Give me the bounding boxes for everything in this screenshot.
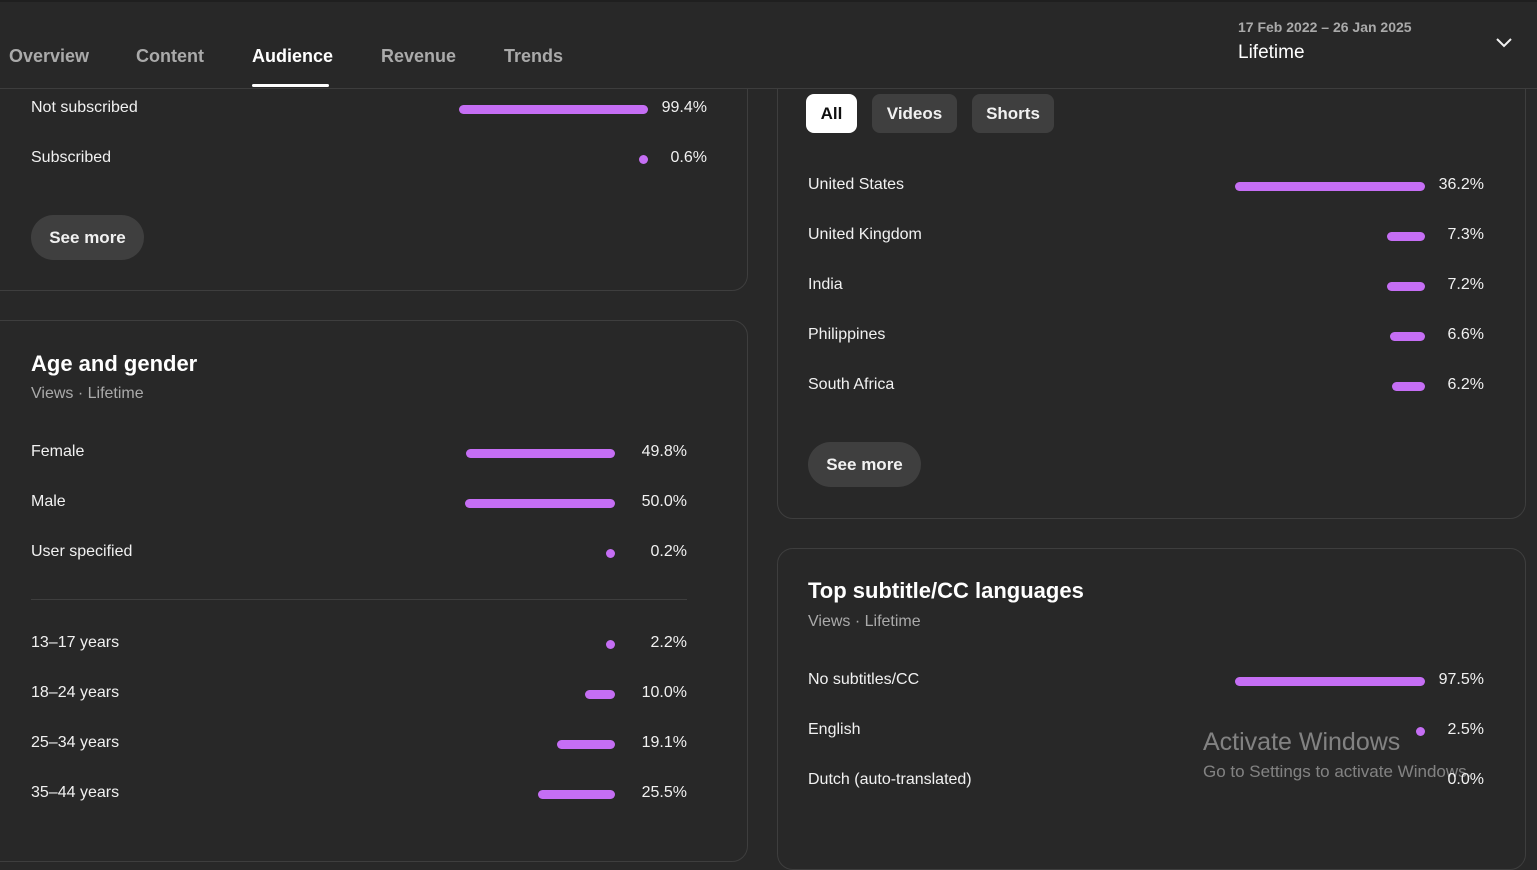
see-more-button[interactable]: See more — [808, 442, 921, 487]
tab-overview[interactable]: Overview — [9, 46, 90, 66]
percentage-bar — [1235, 182, 1425, 191]
row-label: Dutch (auto-translated) — [808, 771, 972, 788]
row-value: 7.3% — [1447, 226, 1484, 243]
bar-row: Subscribed 0.6% — [31, 149, 707, 171]
percentage-bar — [585, 690, 615, 699]
row-label: 35–44 years — [31, 784, 120, 801]
active-tab-indicator — [252, 84, 329, 87]
row-label: India — [808, 276, 843, 293]
bar-row: India 7.2% — [808, 276, 1484, 298]
bar-row: 35–44 years 25.5% — [31, 784, 687, 806]
row-value: 10.0% — [641, 684, 687, 701]
geography-card: All Videos Shorts United States 36.2% United… — [777, 20, 1526, 519]
top-nav: Overview Content Audience Revenue Trends… — [0, 0, 1537, 89]
row-label: 13–17 years — [31, 634, 120, 651]
row-label: South Africa — [808, 376, 895, 393]
row-label: 18–24 years — [31, 684, 120, 701]
top-edge — [0, 0, 1537, 2]
row-value: 0.6% — [670, 149, 707, 166]
row-label: Not subscribed — [31, 99, 138, 116]
card-subtitle: Views · Lifetime — [31, 385, 144, 402]
percentage-bar — [606, 640, 615, 649]
row-value: 2.5% — [1447, 721, 1484, 738]
bar-row: 18–24 years 10.0% — [31, 684, 687, 706]
tab-audience[interactable]: Audience — [252, 46, 334, 66]
percentage-bar — [538, 790, 615, 799]
bar-row: English 2.5% — [808, 721, 1484, 743]
percentage-bar — [639, 155, 648, 164]
activate-windows-subtext: Go to Settings to activate Windows. — [1203, 762, 1472, 781]
bar-row: Female 49.8% — [31, 443, 687, 465]
percentage-bar — [1387, 232, 1425, 241]
subtitles-card: Top subtitle/CC languages Views · Lifeti… — [777, 548, 1526, 870]
percentage-bar — [1390, 332, 1425, 341]
percentage-bar — [1387, 282, 1425, 291]
date-range-text[interactable]: 17 Feb 2022 – 26 Jan 2025 — [1238, 19, 1412, 35]
bar-row: South Africa 6.2% — [808, 376, 1484, 398]
row-label: United States — [808, 176, 905, 193]
row-label: 25–34 years — [31, 734, 120, 751]
row-value: 36.2% — [1438, 176, 1484, 193]
percentage-bar — [459, 105, 648, 114]
card-subtitle: Views · Lifetime — [808, 613, 921, 630]
chip-videos[interactable]: Videos — [872, 94, 957, 133]
row-label: Male — [31, 493, 66, 510]
row-value: 0.2% — [650, 543, 687, 560]
card-title: Age and gender — [31, 351, 198, 376]
divider — [31, 599, 687, 600]
chip-all[interactable]: All — [806, 94, 857, 133]
bar-row: Dutch (auto-translated) 0.0% — [808, 771, 1484, 793]
row-value: 19.1% — [641, 734, 687, 751]
row-label: English — [808, 721, 861, 738]
percentage-bar — [466, 449, 615, 458]
row-value: 6.2% — [1447, 376, 1484, 393]
bar-row: 25–34 years 19.1% — [31, 734, 687, 756]
percentage-bar — [1392, 382, 1425, 391]
bar-row: Philippines 6.6% — [808, 326, 1484, 348]
activate-windows-watermark: Activate Windows — [1203, 728, 1401, 756]
tab-revenue[interactable]: Revenue — [381, 46, 457, 66]
percentage-bar — [465, 499, 615, 508]
percentage-bar — [1416, 727, 1425, 736]
row-value: 2.2% — [650, 634, 687, 651]
row-value: 49.8% — [641, 443, 687, 460]
bar-row: United States 36.2% — [808, 176, 1484, 198]
row-value: 25.5% — [641, 784, 687, 801]
row-value: 7.2% — [1447, 276, 1484, 293]
row-value: 99.4% — [661, 99, 707, 116]
row-label: United Kingdom — [808, 226, 922, 243]
percentage-bar — [606, 549, 615, 558]
bar-row: No subtitles/CC 97.5% — [808, 671, 1484, 693]
row-value: 50.0% — [641, 493, 687, 510]
percentage-bar — [1235, 677, 1425, 686]
age-gender-card: Age and gender Views · Lifetime Female 49… — [0, 320, 748, 862]
row-label: User specified — [31, 543, 133, 560]
bar-row: 13–17 years 2.2% — [31, 634, 687, 656]
bar-row: United Kingdom 7.3% — [808, 226, 1484, 248]
row-label: Philippines — [808, 326, 886, 343]
see-more-button[interactable]: See more — [31, 215, 144, 260]
row-value: 0.0% — [1447, 771, 1484, 788]
row-value: 6.6% — [1447, 326, 1484, 343]
row-label: Subscribed — [31, 149, 112, 166]
chip-shorts[interactable]: Shorts — [972, 94, 1054, 133]
row-label: Female — [31, 443, 85, 460]
chevron-down-icon[interactable] — [1493, 34, 1515, 52]
row-value: 97.5% — [1438, 671, 1484, 688]
bar-row: Not subscribed 99.4% — [31, 99, 707, 121]
card-title: Top subtitle/CC languages — [808, 578, 1084, 603]
percentage-bar — [557, 740, 615, 749]
date-period-label[interactable]: Lifetime — [1238, 42, 1305, 63]
bar-row: Male 50.0% — [31, 493, 687, 515]
bar-row: User specified 0.2% — [31, 543, 687, 565]
row-label: No subtitles/CC — [808, 671, 920, 688]
tab-content[interactable]: Content — [136, 46, 204, 66]
tab-trends[interactable]: Trends — [504, 46, 564, 66]
